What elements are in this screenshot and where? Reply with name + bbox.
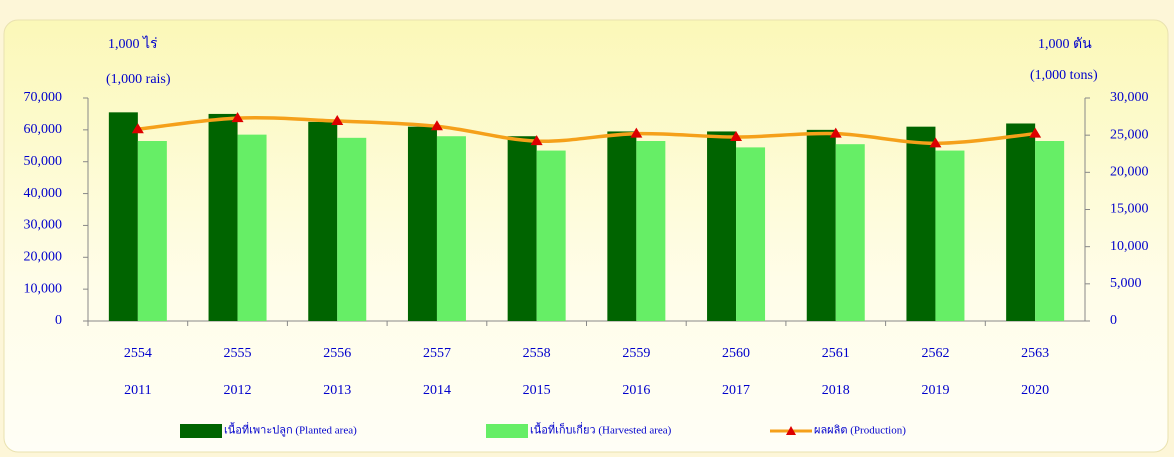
- y-tick-label: 70,000: [24, 90, 63, 105]
- x-tick-label: 2560: [722, 346, 750, 361]
- legend-swatch: [180, 424, 222, 438]
- y-tick-label: 50,000: [24, 154, 63, 169]
- x-tick-label: 2019: [921, 383, 949, 398]
- marker: [530, 135, 543, 146]
- y-axis-label: (1,000 rais): [106, 72, 171, 87]
- x-tick-label: 2011: [124, 383, 151, 398]
- x-tick-label: 2020: [1021, 383, 1049, 398]
- marker: [331, 115, 344, 126]
- marker: [131, 123, 144, 134]
- y-tick-label: 0: [55, 313, 62, 328]
- marker: [630, 127, 643, 138]
- bar: [436, 136, 466, 321]
- y-tick-label: 60,000: [24, 122, 63, 137]
- bar: [407, 126, 437, 322]
- x-tick-label: 2562: [921, 346, 949, 361]
- panel: [3, 19, 1169, 453]
- bar: [108, 112, 138, 321]
- y2-tick-label: 0: [1110, 313, 1117, 328]
- x-tick-label: 2016: [622, 383, 650, 398]
- x-tick-label: 2563: [1021, 346, 1049, 361]
- x-tick-label: 2559: [622, 346, 650, 361]
- bar: [835, 144, 865, 321]
- bar: [237, 134, 267, 321]
- legend-swatch: [486, 424, 528, 438]
- bar: [137, 141, 167, 321]
- legend-label: เนื้อที่เก็บเกี่ยว (Harvested area): [530, 422, 672, 437]
- bar: [1006, 123, 1036, 321]
- y-tick-label: 10,000: [24, 281, 63, 296]
- bar: [308, 121, 338, 322]
- y2-tick-label: 15,000: [1110, 202, 1149, 217]
- y2-axis-label: (1,000 tons): [1030, 68, 1098, 83]
- y2-tick-label: 25,000: [1110, 127, 1149, 142]
- x-tick-label: 2558: [523, 346, 551, 361]
- x-tick-label: 2554: [124, 346, 152, 361]
- bar: [536, 150, 566, 321]
- bar: [507, 136, 537, 321]
- legend-label: ผลผลิต (Production): [814, 425, 906, 437]
- y2-tick-label: 10,000: [1110, 239, 1149, 254]
- bar: [208, 113, 238, 321]
- marker: [231, 112, 244, 123]
- marker: [430, 120, 443, 131]
- legend-marker: [786, 426, 796, 435]
- line: [137, 115, 1036, 146]
- y2-tick-label: 20,000: [1110, 165, 1149, 180]
- y2-tick-label: 5,000: [1110, 276, 1142, 291]
- bar: [337, 137, 367, 321]
- y-axis-label: 1,000 ไร่: [108, 35, 158, 52]
- x-tick-label: 2555: [224, 346, 252, 361]
- bar: [707, 131, 737, 321]
- y2-axis-label: 1,000 ตัน: [1038, 37, 1092, 52]
- x-tick-label: 2556: [323, 346, 351, 361]
- x-tick-label: 2013: [323, 383, 351, 398]
- bar: [736, 147, 766, 321]
- x-tick-label: 2557: [423, 346, 451, 361]
- y-tick-label: 20,000: [24, 250, 63, 265]
- bar: [906, 126, 936, 322]
- y-tick-label: 40,000: [24, 186, 63, 201]
- x-tick-label: 2017: [722, 383, 750, 398]
- bar: [607, 131, 637, 321]
- x-tick-label: 2012: [224, 383, 252, 398]
- x-tick-label: 2018: [822, 383, 850, 398]
- legend-label: เนื้อที่เพาะปลูก (Planted area): [224, 422, 357, 437]
- marker: [730, 131, 743, 142]
- x-tick-label: 2015: [523, 383, 551, 398]
- y2-tick-label: 30,000: [1110, 90, 1149, 105]
- y-tick-label: 30,000: [24, 218, 63, 233]
- marker: [1029, 127, 1042, 138]
- marker: [829, 127, 842, 138]
- bar: [636, 141, 666, 321]
- x-tick-label: 2561: [822, 346, 850, 361]
- marker: [929, 137, 942, 148]
- x-tick-label: 2014: [423, 383, 451, 398]
- bar: [806, 129, 836, 321]
- bar: [1035, 141, 1065, 321]
- bar: [935, 150, 965, 321]
